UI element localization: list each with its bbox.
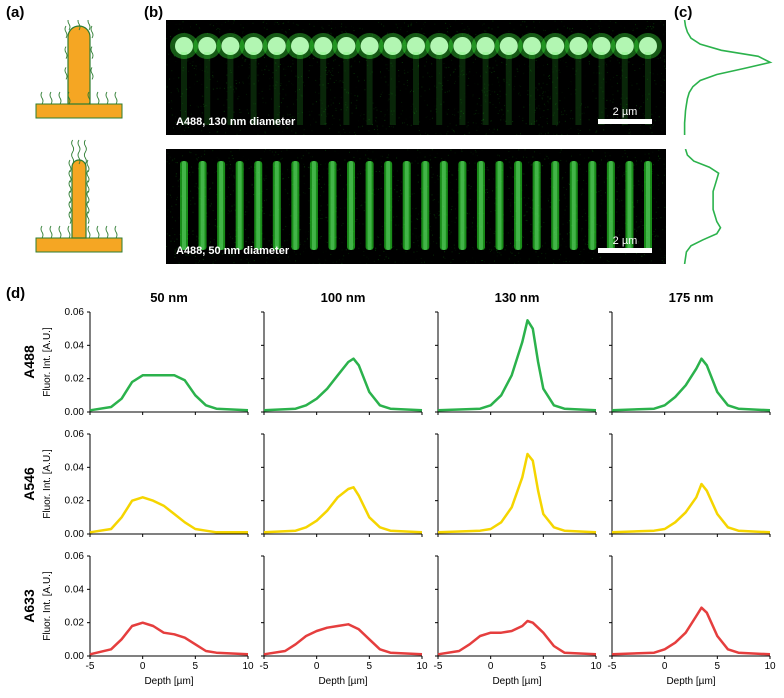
svg-text:-5: -5 [260, 661, 269, 672]
svg-text:0.04: 0.04 [65, 584, 85, 595]
svg-text:-5: -5 [434, 661, 443, 672]
svg-text:Fluor. Int. [A.U.]: Fluor. Int. [A.U.] [42, 571, 53, 641]
svg-text:10: 10 [416, 661, 428, 672]
panel-c [676, 20, 776, 264]
svg-text:50 nm: 50 nm [150, 290, 188, 305]
svg-text:-5: -5 [608, 661, 617, 672]
svg-text:0.06: 0.06 [65, 551, 85, 562]
svg-text:0: 0 [488, 661, 494, 672]
svg-text:0.02: 0.02 [65, 618, 85, 629]
panel-label-a: (a) [6, 4, 24, 21]
panel-a [24, 20, 134, 280]
svg-text:A488: A488 [21, 345, 37, 379]
svg-text:Fluor. Int. [A.U.]: Fluor. Int. [A.U.] [42, 327, 53, 397]
svg-text:0.00: 0.00 [65, 651, 85, 662]
panel-label-b: (b) [144, 4, 163, 21]
micrograph-top: A488, 130 nm diameter 2 µm [166, 20, 666, 135]
svg-text:0: 0 [314, 661, 320, 672]
svg-text:0.00: 0.00 [65, 529, 85, 540]
svg-text:10: 10 [242, 661, 254, 672]
panel-b: A488, 130 nm diameter 2 µm A488, 50 nm di… [166, 20, 666, 264]
svg-text:0.02: 0.02 [65, 374, 85, 385]
svg-text:A488, 130 nm diameter: A488, 130 nm diameter [176, 116, 296, 128]
svg-text:0: 0 [662, 661, 668, 672]
svg-text:130 nm: 130 nm [495, 290, 540, 305]
svg-text:Depth [µm]: Depth [µm] [492, 676, 541, 687]
svg-text:5: 5 [193, 661, 199, 672]
svg-text:10: 10 [764, 661, 776, 672]
svg-text:Depth [µm]: Depth [µm] [318, 676, 367, 687]
svg-text:0.04: 0.04 [65, 462, 85, 473]
svg-text:Fluor. Int. [A.U.]: Fluor. Int. [A.U.] [42, 449, 53, 519]
svg-text:2 µm: 2 µm [613, 235, 638, 247]
svg-text:0: 0 [140, 661, 146, 672]
svg-text:A488, 50 nm diameter: A488, 50 nm diameter [176, 245, 290, 257]
svg-text:2 µm: 2 µm [613, 106, 638, 118]
svg-text:0.06: 0.06 [65, 429, 85, 440]
svg-text:A546: A546 [21, 467, 37, 501]
panel-label-c: (c) [674, 4, 692, 21]
svg-text:0.06: 0.06 [65, 307, 85, 318]
profile-bottom [676, 149, 776, 264]
svg-text:5: 5 [541, 661, 547, 672]
svg-text:5: 5 [715, 661, 721, 672]
svg-text:0.00: 0.00 [65, 407, 85, 418]
svg-text:0.04: 0.04 [65, 340, 85, 351]
svg-text:A633: A633 [21, 589, 37, 623]
micrograph-bottom: A488, 50 nm diameter 2 µm [166, 149, 666, 264]
svg-text:5: 5 [367, 661, 373, 672]
svg-text:Depth [µm]: Depth [µm] [666, 676, 715, 687]
panel-d: 50 nm 100 nm 130 nm 175 nm A488 A546 A633 0.00 0… [20, 290, 780, 690]
svg-text:175 nm: 175 nm [669, 290, 714, 305]
svg-text:10: 10 [590, 661, 602, 672]
svg-text:-5: -5 [86, 661, 95, 672]
profile-top [676, 20, 776, 135]
svg-text:100 nm: 100 nm [321, 290, 366, 305]
svg-text:Depth [µm]: Depth [µm] [144, 676, 193, 687]
svg-text:0.02: 0.02 [65, 496, 85, 507]
